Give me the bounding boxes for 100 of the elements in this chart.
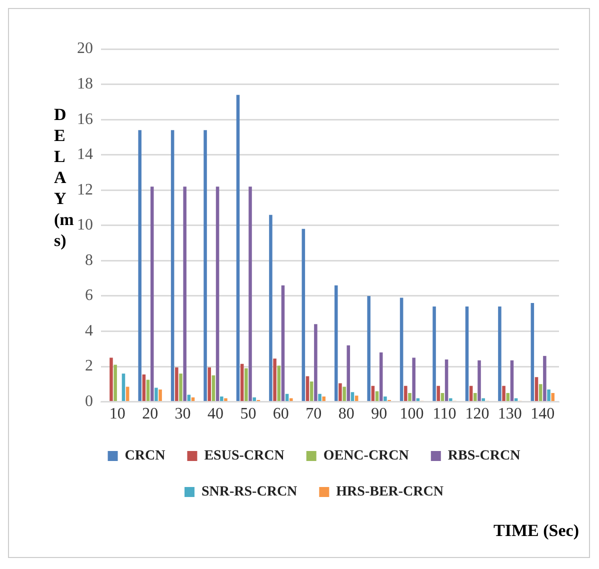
- bar: [244, 368, 248, 402]
- bar: [179, 374, 182, 402]
- bar: [346, 345, 350, 402]
- x-tick-label: 50: [240, 406, 256, 423]
- bar: [277, 366, 281, 402]
- bar: [212, 375, 216, 402]
- bar: [170, 130, 174, 402]
- x-tick-label: 10: [109, 406, 126, 423]
- bar: [150, 186, 154, 402]
- bar: [408, 392, 412, 402]
- bar: [110, 358, 113, 402]
- legend-label: SNR-RS-CRCN: [201, 484, 298, 500]
- bar: [375, 391, 379, 402]
- bar: [510, 360, 514, 402]
- x-tick-label: 20: [142, 406, 158, 423]
- bar: [444, 359, 448, 402]
- bar: [158, 389, 162, 402]
- x-tick-label: 140: [530, 406, 555, 423]
- bar: [469, 386, 473, 402]
- bar: [498, 306, 502, 402]
- y-axis-title: DELAY(ms): [54, 104, 74, 251]
- x-tick-label: 100: [400, 406, 424, 423]
- bar: [236, 94, 240, 402]
- bar: [154, 388, 158, 402]
- bar: [220, 396, 224, 402]
- bar: [478, 360, 481, 402]
- bar: [543, 356, 546, 402]
- bar: [379, 352, 383, 402]
- y-tick-label: 12: [77, 181, 93, 198]
- legend-label: HRS-BER-CRCN: [336, 484, 444, 500]
- bar: [334, 285, 338, 402]
- bar: [551, 392, 554, 402]
- y-tick-label: 20: [77, 40, 93, 58]
- legend-label: CRCN: [124, 448, 166, 464]
- bar: [114, 364, 117, 402]
- y-tick-label: 8: [85, 252, 93, 269]
- x-tick-label: 80: [338, 406, 354, 423]
- bar: [384, 396, 387, 402]
- bar: [502, 386, 506, 402]
- bar: [138, 130, 142, 402]
- bar: [547, 389, 550, 402]
- text: TIME (Sec): [494, 521, 579, 541]
- y-tick-label: 10: [77, 216, 93, 234]
- bar: [216, 186, 220, 402]
- bar: [142, 374, 146, 402]
- y-tick-label: 6: [85, 287, 93, 304]
- bar: [306, 376, 310, 402]
- x-tick-label: 70: [306, 406, 322, 423]
- bar: [314, 324, 318, 402]
- x-tick-label: 110: [432, 406, 456, 423]
- y-tick-label: 0: [85, 393, 93, 410]
- bar: [350, 392, 354, 402]
- bar: [367, 296, 370, 402]
- bar: [449, 398, 452, 402]
- bar: [432, 306, 436, 402]
- y-tick-label: 2: [85, 358, 93, 375]
- bar: [248, 186, 252, 402]
- y-tick-label: 14: [77, 146, 93, 164]
- bar: [224, 398, 228, 402]
- bar: [338, 383, 342, 402]
- y-tick-label: 16: [77, 110, 93, 128]
- bar: [506, 392, 510, 402]
- legend-label: OENC-CRCN: [323, 448, 409, 464]
- x-tick-label: 40: [208, 406, 224, 423]
- bar: [146, 380, 150, 402]
- x-tick-label: 60: [272, 406, 289, 423]
- x-tick-label: 90: [371, 406, 388, 423]
- bar: [436, 386, 440, 402]
- bar: [400, 298, 404, 402]
- bar: [240, 364, 244, 402]
- bar: [290, 398, 293, 402]
- bar: [126, 386, 130, 402]
- bar: [404, 386, 408, 402]
- bar: [538, 384, 542, 402]
- bar: [302, 228, 306, 402]
- y-tick-label: 4: [85, 322, 93, 340]
- bar: [175, 367, 178, 402]
- bar: [474, 392, 477, 402]
- bar: [530, 303, 534, 402]
- bar: [208, 367, 211, 402]
- y-tick-label: 18: [77, 75, 93, 92]
- bar: [322, 396, 326, 402]
- bar: [465, 306, 469, 402]
- x-tick-label: 120: [465, 406, 490, 423]
- bar: [310, 382, 314, 402]
- legend-label: RBS-CRCN: [448, 448, 520, 464]
- bar: [354, 396, 358, 402]
- bar: [342, 386, 346, 402]
- bar: [204, 130, 207, 402]
- bar: [187, 394, 191, 402]
- bar: [318, 394, 322, 402]
- bar: [482, 398, 485, 402]
- bar: [412, 358, 416, 402]
- bar: [534, 377, 538, 402]
- bar: [122, 374, 126, 402]
- x-tick-label: 130: [498, 406, 522, 423]
- bar: [371, 386, 375, 402]
- bar: [281, 285, 285, 402]
- x-tick-label: 30: [174, 406, 191, 423]
- bar: [273, 358, 276, 402]
